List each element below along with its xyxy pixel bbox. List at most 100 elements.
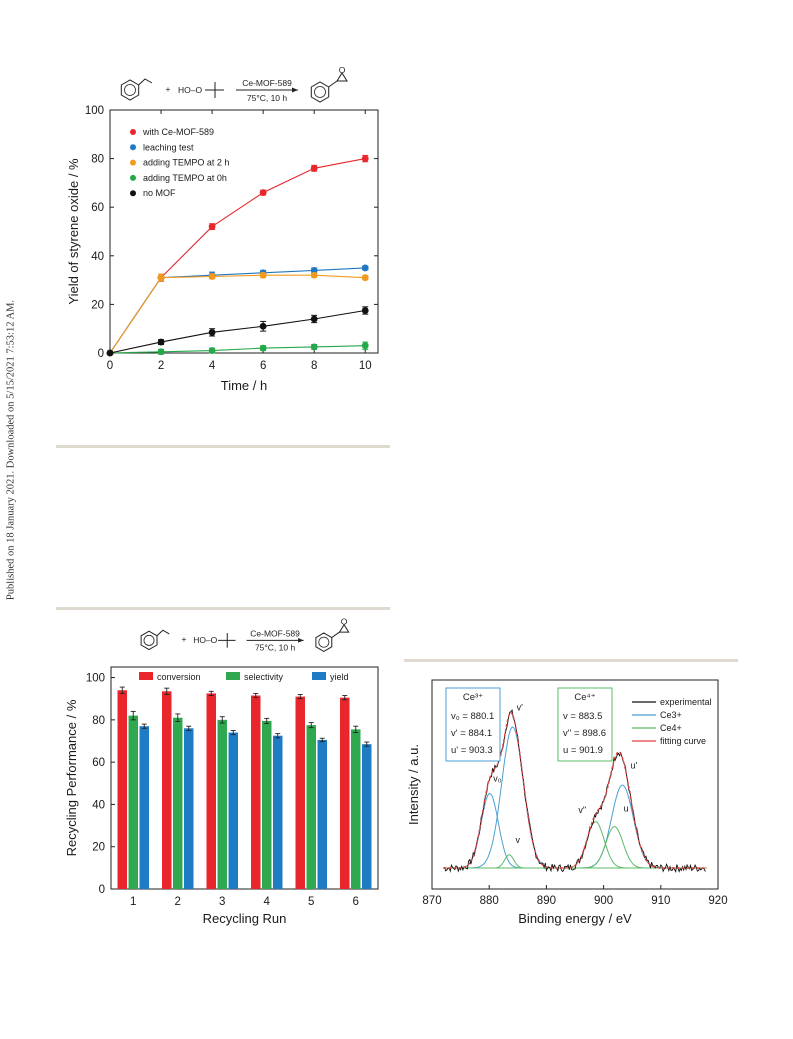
legend-label: leaching test bbox=[143, 142, 194, 152]
series-line-4 bbox=[109, 309, 366, 354]
legend-marker bbox=[130, 129, 136, 135]
epoxide-ring-ring bbox=[318, 636, 330, 648]
x-axis-label: Binding energy / eV bbox=[518, 911, 632, 926]
parameter-box bbox=[557, 687, 613, 762]
data-point bbox=[157, 348, 165, 356]
plot-frame bbox=[431, 679, 719, 890]
x-tick-label: 8 bbox=[311, 360, 317, 372]
legend-label: adding TEMPO at 0h bbox=[143, 173, 227, 183]
component-peak-5 bbox=[443, 826, 707, 869]
scheme-oxidant: HO–O bbox=[193, 635, 217, 645]
divider-right bbox=[404, 659, 738, 662]
bar-selectivity bbox=[306, 725, 316, 889]
x-tick-label: 5 bbox=[308, 896, 314, 908]
bar-conversion bbox=[162, 691, 172, 889]
plot-frame bbox=[110, 666, 379, 890]
epoxide-ring bbox=[310, 81, 330, 103]
bar-conversion bbox=[340, 697, 350, 889]
legend-label: with Ce-MOF-589 bbox=[142, 127, 214, 137]
peak-label: u bbox=[624, 804, 629, 814]
x-tick-label: 4 bbox=[264, 896, 271, 908]
parameter-line: u' = 903.3 bbox=[451, 745, 493, 756]
data-point bbox=[259, 344, 267, 352]
component-peak-4 bbox=[443, 821, 707, 869]
bar-selectivity bbox=[128, 715, 138, 889]
x-axis-label: Recycling Run bbox=[203, 911, 287, 926]
bar-yield bbox=[228, 732, 238, 889]
bar-yield bbox=[184, 728, 194, 889]
experimental-line bbox=[443, 709, 706, 873]
x-tick-label: 1 bbox=[130, 896, 136, 908]
y-tick-label: 0 bbox=[99, 884, 105, 896]
peak-label: v'' bbox=[578, 805, 586, 815]
styrene-ring bbox=[140, 630, 158, 651]
y-tick-label: 40 bbox=[92, 799, 105, 811]
y-tick-label: 80 bbox=[91, 154, 104, 166]
y-tick-label: 20 bbox=[92, 842, 105, 854]
scheme-plus: + bbox=[166, 84, 171, 94]
y-tick-label: 80 bbox=[92, 715, 105, 727]
x-tick-label: 900 bbox=[594, 895, 613, 907]
legend-marker bbox=[130, 174, 136, 181]
x-tick-label: 6 bbox=[260, 360, 266, 372]
x-tick-label: 10 bbox=[359, 360, 372, 372]
legend-marker bbox=[130, 190, 136, 197]
epoxide-triangle bbox=[336, 72, 348, 82]
x-tick-label: 920 bbox=[708, 895, 727, 907]
legend-swatch bbox=[226, 672, 240, 680]
component-peak-2 bbox=[443, 784, 707, 869]
scheme-conditions: 75°C, 10 h bbox=[247, 93, 288, 103]
divider-middle bbox=[56, 607, 390, 610]
legend-marker bbox=[130, 159, 136, 166]
epoxide-oxygen: O bbox=[341, 617, 348, 627]
bar-selectivity bbox=[217, 719, 227, 889]
bar-yield bbox=[139, 726, 149, 889]
bar-selectivity bbox=[262, 720, 272, 889]
bar-conversion bbox=[295, 696, 305, 889]
epoxide-ring-ring bbox=[314, 86, 326, 98]
y-axis-label: Yield of styrene oxide / % bbox=[66, 158, 81, 305]
recycling-bar-chart: 0 20 40 60 80 100 1 2 3 4 5 6 Recycling Run Recycling… bbox=[64, 666, 379, 926]
epoxide-bond bbox=[328, 80, 338, 88]
legend-swatch bbox=[312, 672, 326, 680]
bar-conversion bbox=[117, 690, 127, 889]
data-point bbox=[259, 322, 267, 330]
styrene-ring bbox=[120, 79, 140, 101]
y-tick-label: 40 bbox=[91, 251, 104, 263]
y-tick-label: 60 bbox=[92, 757, 105, 769]
scheme-arrow-head bbox=[298, 638, 304, 643]
bar-yield bbox=[273, 735, 283, 889]
data-point bbox=[310, 271, 318, 279]
peak-label: v₀ bbox=[493, 774, 502, 784]
data-point bbox=[157, 274, 165, 282]
data-point bbox=[157, 338, 165, 346]
epoxide-ring bbox=[315, 632, 333, 652]
y-tick-label: 0 bbox=[98, 348, 104, 360]
parameter-line: v₀ = 880.1 bbox=[451, 711, 494, 722]
y-axis-label: Recycling Performance / % bbox=[64, 699, 79, 856]
legend-label: Ce4+ bbox=[660, 723, 682, 733]
x-tick-label: 2 bbox=[158, 360, 164, 372]
data-point bbox=[361, 155, 369, 163]
epoxide-triangle bbox=[338, 623, 350, 633]
scheme-catalyst: Ce-MOF-589 bbox=[250, 629, 300, 639]
series-line-3 bbox=[109, 345, 366, 354]
parameter-line: v'' = 898.6 bbox=[563, 728, 606, 739]
parameter-line: v' = 884.1 bbox=[451, 728, 492, 739]
scheme-conditions: 75°C, 10 h bbox=[255, 642, 296, 652]
peak-label: v bbox=[516, 835, 521, 845]
parameter-line: v = 883.5 bbox=[563, 711, 602, 722]
y-tick-label: 100 bbox=[85, 105, 104, 117]
series-line-2 bbox=[109, 274, 366, 354]
vinyl-bond bbox=[156, 629, 170, 637]
peak-label: v' bbox=[517, 702, 524, 712]
x-tick-label: 0 bbox=[107, 360, 113, 372]
reaction-scheme-top: + HO–O Ce-MOF-589 75°C, 10 h O bbox=[120, 65, 348, 103]
data-point bbox=[259, 189, 267, 197]
x-tick-label: 910 bbox=[651, 895, 670, 907]
bar-conversion bbox=[206, 693, 216, 889]
data-point bbox=[361, 342, 369, 350]
y-tick-label: 60 bbox=[91, 202, 104, 214]
